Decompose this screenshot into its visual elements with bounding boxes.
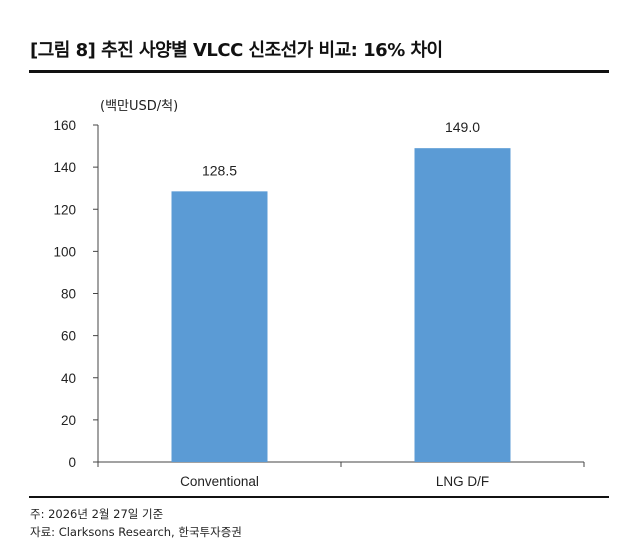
footnote: 주: 2026년 2월 27일 기준 bbox=[30, 507, 164, 521]
bar-lng-df bbox=[414, 148, 511, 462]
title-rule bbox=[29, 70, 609, 73]
y-tick-label: 20 bbox=[61, 413, 76, 428]
x-category-label: LNG D/F bbox=[436, 474, 489, 489]
x-category-label: Conventional bbox=[180, 474, 259, 489]
y-tick-label: 140 bbox=[53, 160, 76, 175]
y-tick-label: 120 bbox=[53, 202, 76, 217]
data-label: 128.5 bbox=[202, 162, 237, 178]
footer-rule bbox=[29, 496, 609, 498]
bars: 128.5 149.0 bbox=[171, 119, 511, 463]
figure-title: [그림 8] 추진 사양별 VLCC 신조선가 비교: 16% 차이 bbox=[30, 40, 443, 61]
bar-conventional bbox=[171, 191, 268, 463]
x-axis: Conventional LNG D/F bbox=[97, 461, 585, 489]
y-tick-label: 0 bbox=[68, 455, 76, 470]
source-note: 자료: Clarksons Research, 한국투자증권 bbox=[30, 525, 242, 539]
y-tick-label: 100 bbox=[53, 244, 76, 259]
y-tick-label: 80 bbox=[61, 287, 76, 302]
y-tick-label: 40 bbox=[61, 371, 76, 386]
y-tick-label: 160 bbox=[53, 118, 76, 133]
data-label: 149.0 bbox=[445, 119, 480, 135]
y-axis-unit-label: (백만USD/척) bbox=[100, 99, 178, 114]
y-tick-label: 60 bbox=[61, 329, 76, 344]
y-axis: 0 20 40 60 80 100 120 140 160 bbox=[53, 118, 99, 470]
